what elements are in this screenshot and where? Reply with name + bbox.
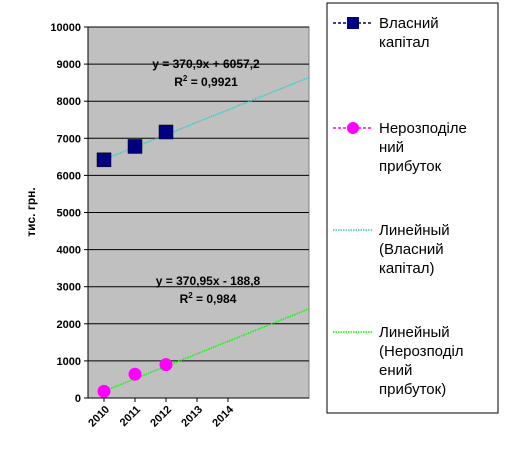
legend-label-0-0: Власний: [379, 15, 439, 32]
x-tick-label: 2010: [86, 404, 112, 430]
trendline-equation-1: y = 370,95x - 188,8: [156, 274, 261, 288]
legend-marker-1: [347, 122, 359, 134]
trendline-r2-1: R2 = 0,984: [180, 291, 237, 306]
legend-label-1-0: Нерозподіле: [379, 120, 467, 137]
trendline-1: [103, 308, 309, 392]
point-series-0-2: [158, 124, 174, 140]
trendline-0: [103, 76, 309, 161]
y-tick-label: 10000: [50, 22, 81, 34]
trendline-r2-0: R2 = 0,9921: [174, 74, 238, 89]
legend-label-3-2: ений: [379, 362, 412, 379]
y-tick-label: 5000: [57, 208, 81, 220]
data-points: [96, 124, 174, 398]
x-tick-label: 2013: [179, 404, 205, 430]
y-tick-label: 1000: [57, 356, 81, 368]
x-tick-label: 2012: [148, 404, 174, 430]
y-tick-label: 6000: [57, 170, 81, 182]
y-axis: 0 1000 2000 3000 4000 5000 6000 7000 8000 9000 100…: [50, 22, 89, 405]
gridlines: [88, 26, 309, 362]
legend: Власний капітал Нерозподіле ний прибуток Лине…: [333, 15, 467, 398]
point-series-0-0: [96, 152, 112, 168]
point-series-1-2: [159, 358, 173, 372]
point-series-1-1: [128, 367, 142, 381]
y-tick-label: 4000: [57, 245, 81, 257]
y-tick-label: 7000: [57, 133, 81, 145]
legend-box: [326, 2, 499, 414]
legend-marker-0: [347, 17, 359, 29]
legend-label-3-3: прибуток): [379, 381, 446, 398]
x-axis: 2010 2011 2012 2013 2014: [86, 397, 309, 430]
point-series-1-0: [97, 384, 111, 398]
legend-label-3-0: Линейный: [379, 324, 450, 341]
legend-label-3-1: (Нерозподіл: [379, 343, 464, 360]
trendline-equations: y = 370,9x + 6057,2 R2 = 0,9921 y = 370,95…: [152, 57, 260, 306]
y-tick-label: 9000: [57, 59, 81, 71]
point-series-0-1: [127, 139, 143, 154]
y-tick-label: 0: [75, 393, 81, 405]
legend-label-2-2: капітал): [379, 260, 434, 277]
legend-label-2-1: (Власний: [379, 241, 444, 258]
x-tick-label: 2011: [118, 404, 143, 429]
legend-label-2-0: Линейный: [379, 222, 450, 239]
x-tick-label: 2014: [210, 403, 236, 429]
trendlines: [103, 76, 309, 392]
y-tick-label: 2000: [57, 319, 81, 331]
legend-label-0-1: капітал: [379, 34, 430, 51]
legend-label-1-2: прибуток: [379, 158, 442, 175]
y-axis-label: тис. грн.: [24, 187, 38, 237]
y-tick-label: 8000: [57, 96, 81, 108]
y-tick-label: 3000: [57, 282, 81, 294]
trendline-equation-0: y = 370,9x + 6057,2: [152, 57, 260, 71]
legend-label-1-1: ний: [379, 139, 404, 156]
